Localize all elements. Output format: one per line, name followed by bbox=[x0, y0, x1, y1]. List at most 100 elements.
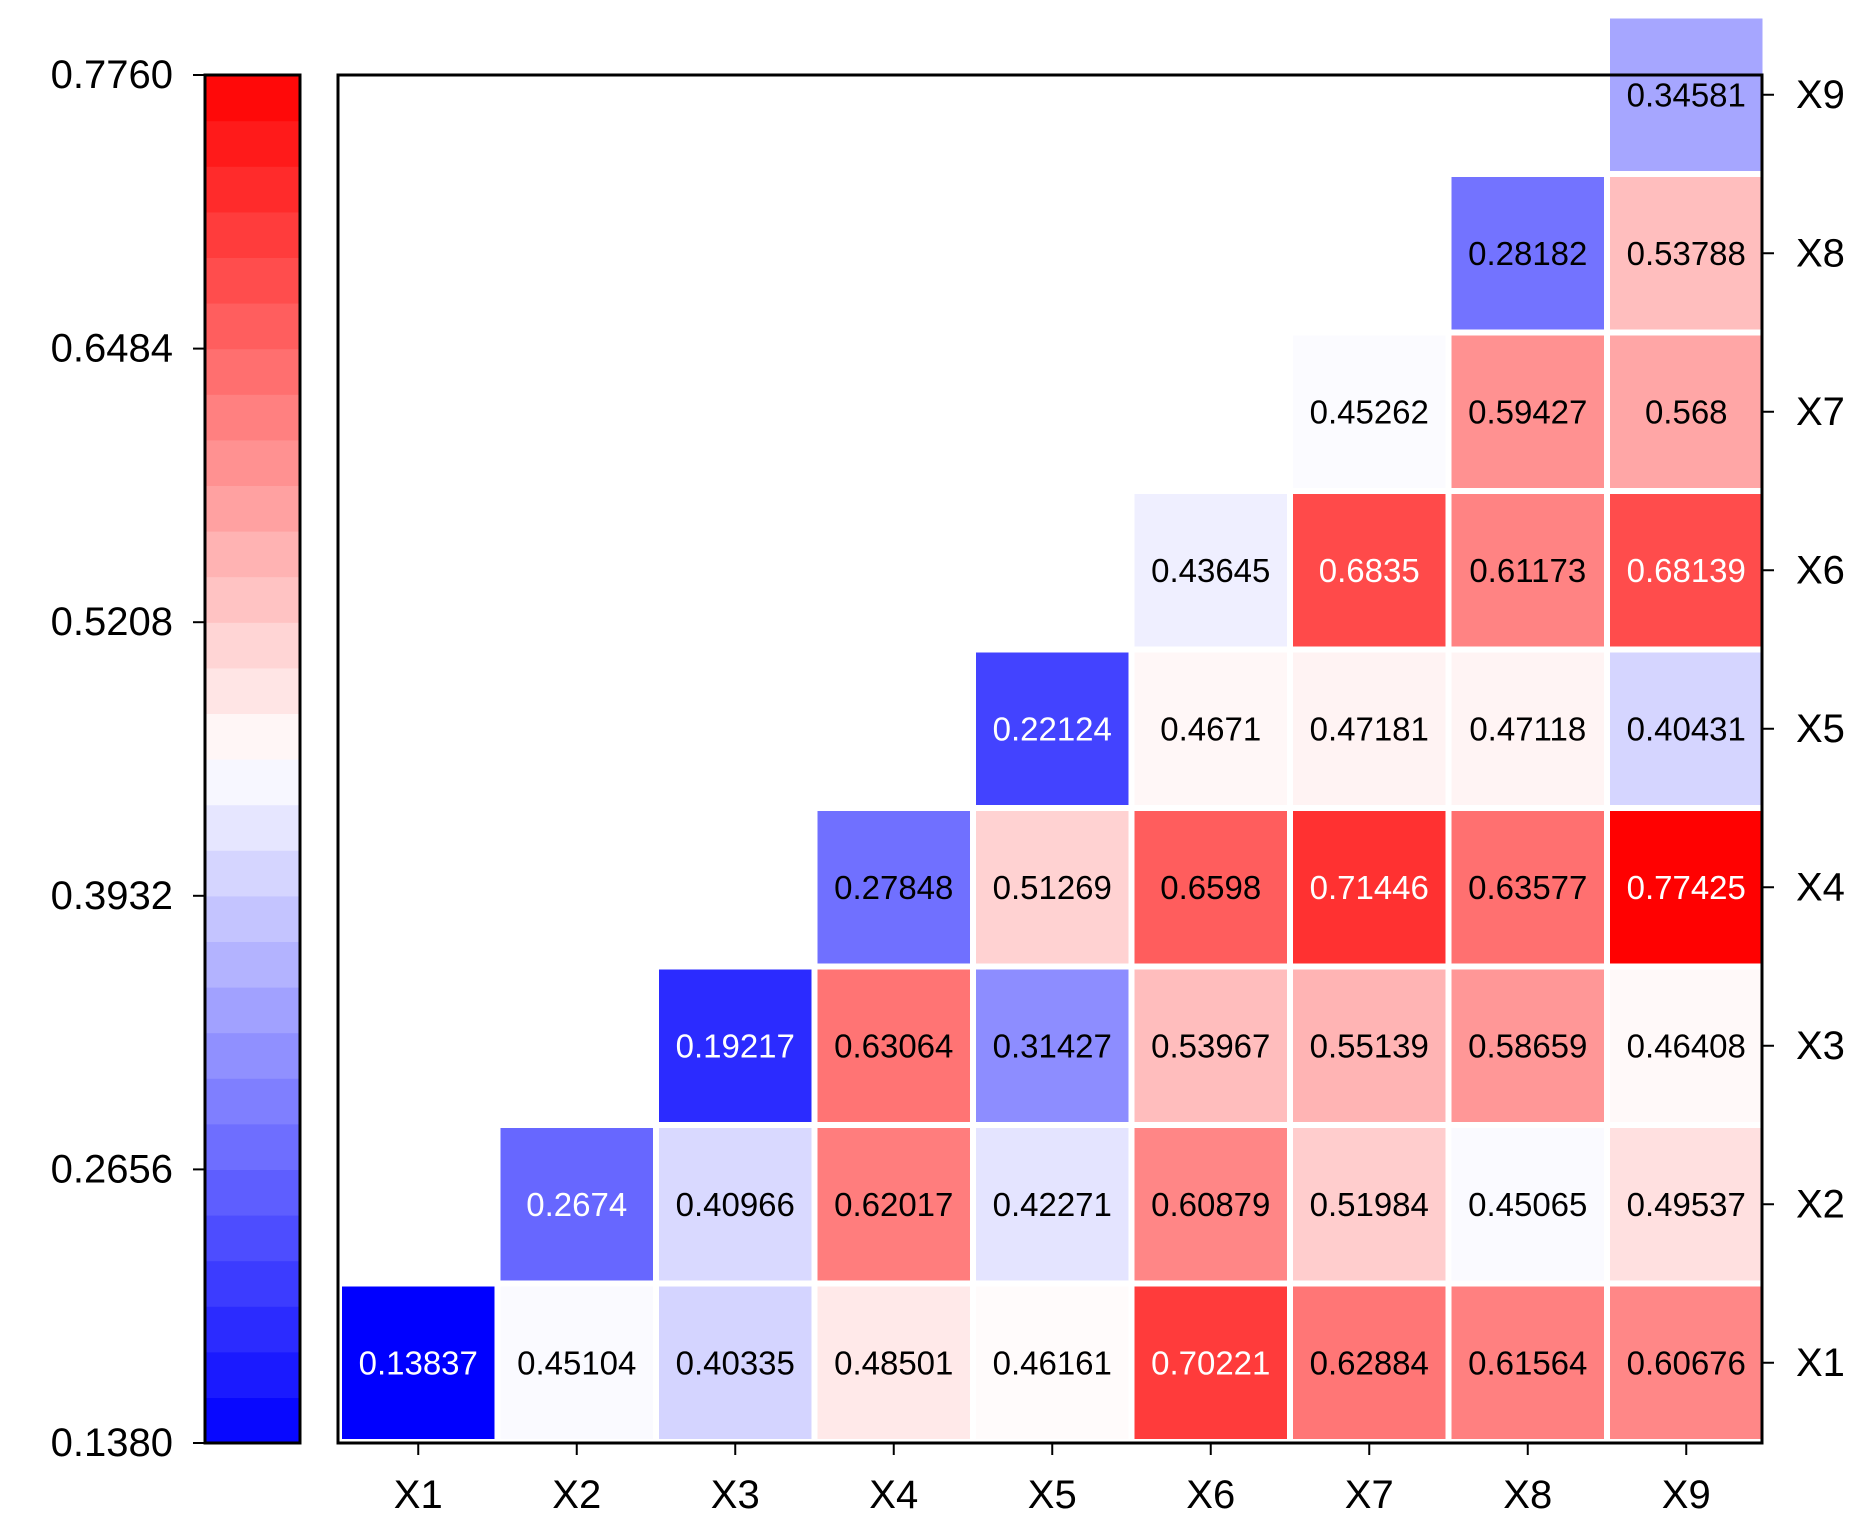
heatmap-cell bbox=[976, 1128, 1129, 1281]
cell-value-label: 0.6598 bbox=[1160, 869, 1261, 906]
colorbar-band bbox=[205, 1397, 300, 1444]
colorbar-band bbox=[205, 1260, 300, 1307]
heatmap-cell bbox=[976, 811, 1129, 964]
colorbar: 0.1380 0.2656 0.3932 0.5208 0.6484 0.7760 bbox=[51, 53, 302, 1465]
colorbar-band bbox=[205, 622, 300, 669]
cell-value-label: 0.568 bbox=[1645, 393, 1728, 430]
heatmap-cell bbox=[1451, 494, 1604, 647]
colorbar-tick-label: 0.5208 bbox=[51, 600, 173, 644]
colorbar-band bbox=[205, 576, 300, 623]
y-axis-tick-label: X7 bbox=[1796, 390, 1845, 434]
heatmap-cell bbox=[1134, 811, 1287, 964]
heatmap-cell bbox=[1293, 1128, 1446, 1281]
colorbar-tick-label: 0.3932 bbox=[51, 874, 173, 918]
colorbar-frame bbox=[203, 73, 302, 1445]
plot-frame bbox=[336, 73, 1764, 1445]
cell-value-label: 0.2674 bbox=[526, 1186, 627, 1223]
colorbar-band bbox=[205, 394, 300, 441]
cell-value-label: 0.51269 bbox=[993, 869, 1112, 906]
cell-value-label: 0.4671 bbox=[1160, 710, 1261, 747]
colorbar-band bbox=[205, 75, 300, 122]
colorbar-tick-label: 0.6484 bbox=[51, 327, 173, 371]
heatmap-cell bbox=[1610, 335, 1763, 488]
x-axis-tick-label: X8 bbox=[1503, 1473, 1552, 1517]
colorbar-band bbox=[205, 804, 300, 851]
cell-value-label: 0.71446 bbox=[1310, 869, 1429, 906]
heatmap-cell bbox=[1610, 177, 1763, 330]
cell-value-label: 0.19217 bbox=[676, 1027, 795, 1064]
cell-value-label: 0.61173 bbox=[1469, 552, 1586, 589]
cell-value-label: 0.31427 bbox=[993, 1027, 1112, 1064]
heatmap-cell bbox=[1293, 811, 1446, 964]
cell-value-label: 0.46408 bbox=[1627, 1027, 1746, 1064]
heatmap-cell bbox=[1610, 1128, 1763, 1281]
y-axis-tick-label: X1 bbox=[1796, 1341, 1845, 1385]
cell-value-label: 0.58659 bbox=[1468, 1027, 1587, 1064]
cell-value-label: 0.40335 bbox=[676, 1344, 795, 1381]
colorbar-tick-label: 0.2656 bbox=[51, 1147, 173, 1191]
cell-value-label: 0.49537 bbox=[1627, 1186, 1746, 1223]
cell-value-label: 0.45104 bbox=[517, 1344, 636, 1381]
heatmap-cell bbox=[659, 969, 812, 1122]
cell-value-label: 0.68139 bbox=[1627, 552, 1746, 589]
cell-value-label: 0.53788 bbox=[1627, 235, 1746, 272]
axes: X1 X2 X3 X4 X5 X6 X7 X8 X9 X1 X2 X3 X4 X5 X6 X7 X8 X9 bbox=[394, 73, 1845, 1517]
heatmap-cell bbox=[1610, 494, 1763, 647]
cell-value-label: 0.45065 bbox=[1468, 1186, 1587, 1223]
cell-value-label: 0.45262 bbox=[1310, 393, 1429, 430]
cell-value-label: 0.43645 bbox=[1151, 552, 1270, 589]
heatmap-cell bbox=[1293, 969, 1446, 1122]
y-axis-tick-label: X6 bbox=[1796, 548, 1845, 592]
y-axis-tick-label: X5 bbox=[1796, 707, 1845, 751]
cell-value-label: 0.40966 bbox=[676, 1186, 795, 1223]
x-axis-tick-label: X7 bbox=[1345, 1473, 1394, 1517]
x-axis-tick-label: X2 bbox=[552, 1473, 601, 1517]
cell-value-label: 0.63064 bbox=[834, 1027, 953, 1064]
cell-value-label: 0.6835 bbox=[1319, 552, 1420, 589]
heatmap-cells: 0.13837 0.45104 0.40335 0.48501 0.46161 0.702… bbox=[342, 18, 1763, 1439]
cell-value-label: 0.62017 bbox=[834, 1186, 953, 1223]
cell-value-label: 0.40431 bbox=[1627, 710, 1746, 747]
heatmap-cell bbox=[1610, 652, 1763, 805]
cell-value-label: 0.60676 bbox=[1627, 1344, 1746, 1381]
heatmap-cell bbox=[1451, 1128, 1604, 1281]
heatmap-cell bbox=[1134, 652, 1287, 805]
x-axis-tick-label: X5 bbox=[1028, 1473, 1077, 1517]
cell-value-label: 0.63577 bbox=[1468, 869, 1587, 906]
colorbar-band bbox=[205, 211, 300, 258]
heatmap-cell bbox=[1610, 969, 1763, 1122]
x-axis-tick-label: X9 bbox=[1662, 1473, 1711, 1517]
cell-value-label: 0.27848 bbox=[834, 869, 953, 906]
colorbar-band bbox=[205, 1351, 300, 1398]
heatmap-cell bbox=[976, 652, 1129, 805]
cell-value-label: 0.51984 bbox=[1310, 1186, 1429, 1223]
cell-value-label: 0.77425 bbox=[1627, 869, 1746, 906]
cell-value-label: 0.48501 bbox=[834, 1344, 953, 1381]
cell-value-label: 0.60879 bbox=[1151, 1186, 1270, 1223]
cell-value-label: 0.61564 bbox=[1468, 1344, 1587, 1381]
colorbar-band bbox=[205, 1123, 300, 1170]
colorbar-band bbox=[205, 257, 300, 304]
colorbar-band bbox=[205, 166, 300, 213]
colorbar-tick-label: 0.1380 bbox=[51, 1421, 173, 1465]
heatmap-cell bbox=[342, 1286, 495, 1439]
colorbar-band bbox=[205, 1169, 300, 1216]
cell-value-label: 0.55139 bbox=[1310, 1027, 1429, 1064]
colorbar-band bbox=[205, 895, 300, 942]
colorbar-band bbox=[205, 531, 300, 578]
heatmap-cell bbox=[1610, 18, 1763, 171]
cell-value-label: 0.53967 bbox=[1151, 1027, 1270, 1064]
heatmap-cell bbox=[1451, 335, 1604, 488]
cell-value-label: 0.70221 bbox=[1151, 1344, 1270, 1381]
heatmap-cell bbox=[817, 1128, 970, 1281]
colorbar-band bbox=[205, 439, 300, 486]
colorbar-band bbox=[205, 1306, 300, 1353]
heatmap-cell bbox=[976, 969, 1129, 1122]
heatmap-cell bbox=[1451, 969, 1604, 1122]
y-axis-tick-label: X9 bbox=[1796, 73, 1845, 117]
cell-value-label: 0.62884 bbox=[1310, 1344, 1429, 1381]
colorbar-tick-label: 0.7760 bbox=[51, 53, 173, 97]
heatmap-cell bbox=[1451, 1286, 1604, 1439]
